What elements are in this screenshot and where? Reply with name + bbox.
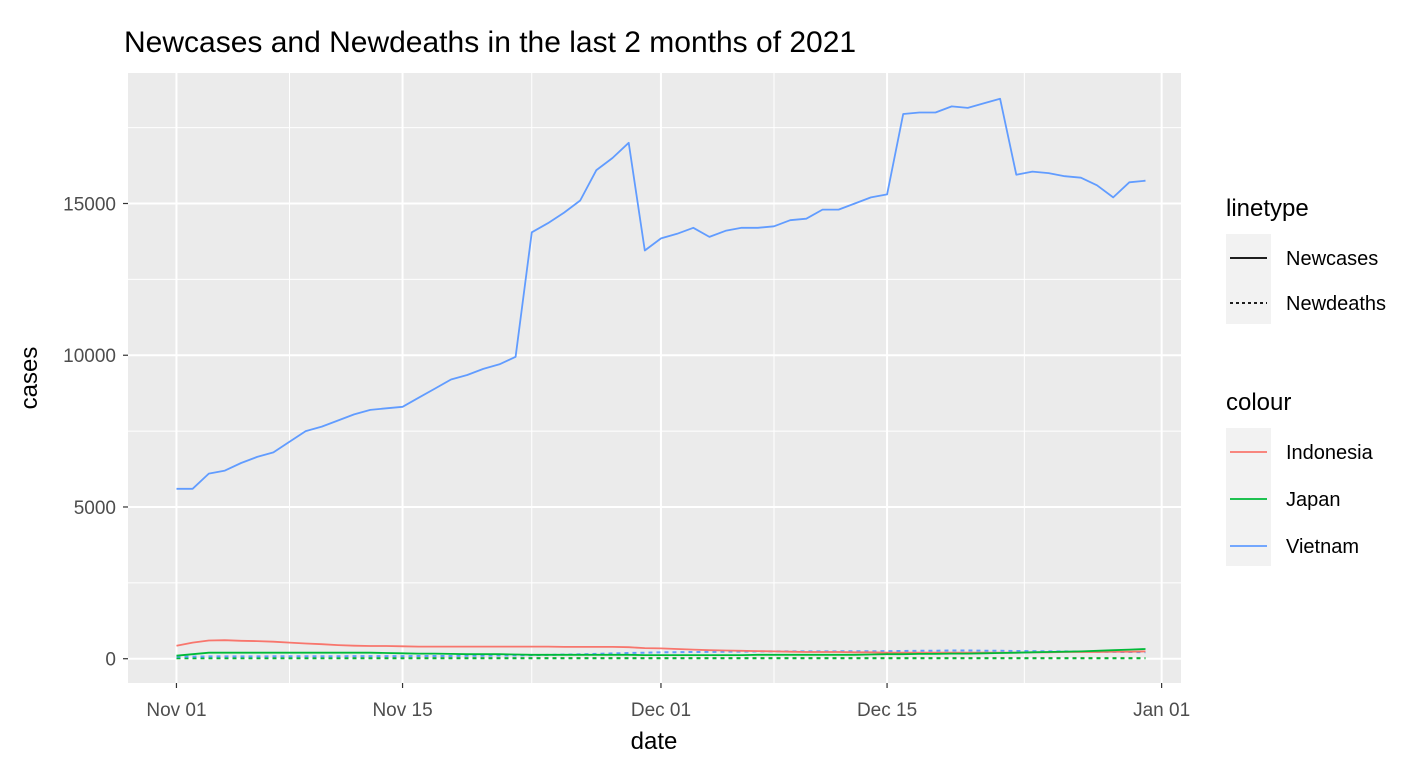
legend-label-newcases: Newcases xyxy=(1286,248,1378,270)
x-tick-label: Jan 01 xyxy=(1133,700,1190,721)
y-tick-label: 10000 xyxy=(63,346,116,367)
x-axis-title: date xyxy=(631,728,678,755)
chart-title: Newcases and Newdeaths in the last 2 mon… xyxy=(124,26,856,59)
series-line-vietnam-newcases xyxy=(176,97,1146,490)
y-tick-label: 5000 xyxy=(74,498,116,519)
y-tick-label: 0 xyxy=(105,650,116,671)
y-axis: 0 5000 10000 15000 xyxy=(63,194,128,671)
y-tick-label: 15000 xyxy=(63,194,116,215)
legend-label-newdeaths: Newdeaths xyxy=(1286,293,1386,315)
legend-linetype-title: linetype xyxy=(1226,195,1309,222)
grid-major xyxy=(128,73,1181,683)
legend-colour-key-box xyxy=(1226,428,1271,566)
legend-colour: colour Indonesia Japan Vietnam xyxy=(1226,389,1374,566)
x-axis: Nov 01 Nov 15 Dec 01 Dec 15 Jan 01 xyxy=(146,683,1190,721)
legend-label-japan: Japan xyxy=(1286,489,1341,511)
series-line-vietnam-newdeaths xyxy=(176,649,1146,658)
legend-label-indonesia: Indonesia xyxy=(1286,442,1374,464)
x-tick-label: Dec 01 xyxy=(631,700,691,721)
y-axis-title: cases xyxy=(16,347,43,410)
legend-colour-title: colour xyxy=(1226,389,1291,416)
x-tick-label: Dec 15 xyxy=(857,700,917,721)
x-tick-label: Nov 01 xyxy=(146,700,206,721)
x-tick-label: Nov 15 xyxy=(372,700,432,721)
plot-panel xyxy=(128,73,1181,683)
legend-linetype-key-box xyxy=(1226,234,1271,324)
legend-label-vietnam: Vietnam xyxy=(1286,536,1359,558)
legend-linetype: linetype Newcases Newdeaths xyxy=(1226,195,1386,324)
series-layer xyxy=(176,97,1146,660)
grid-minor xyxy=(128,73,1181,683)
series-line-japan-newcases xyxy=(176,648,1146,657)
